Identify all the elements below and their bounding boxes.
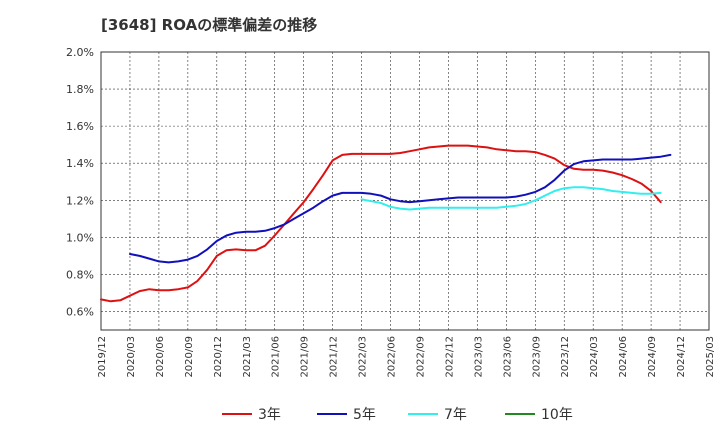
legend-label: 10年 [541,407,573,423]
series-lines [100,144,672,303]
x-tick-label: 2024/03 [589,336,600,378]
chart-title: [3648] ROAの標準偏差の推移 [101,16,318,34]
series-line [360,186,662,211]
legend-label: 7年 [444,407,467,423]
y-tick-label: 1.6% [66,120,94,133]
legend-label: 5年 [353,407,376,423]
x-tick-label: 2024/12 [676,336,687,378]
x-axis-ticks: 2019/12 2020/03 2020/06 2020/09 2020/12 2021/… [97,336,716,378]
y-axis-ticks: 0.6% 0.8% 1.0% 1.2% 1.4% 1.6% 1.8% 2.0% [66,46,94,318]
y-tick-label: 1.8% [66,83,94,96]
x-tick-label: 2021/09 [300,336,311,378]
x-tick-label: 2020/12 [213,336,224,378]
legend: 3年 5年 7年 10年 [222,407,573,423]
x-tick-label: 2023/03 [473,336,484,378]
x-tick-label: 2019/12 [97,336,108,378]
x-tick-label: 2021/06 [271,336,282,378]
y-tick-label: 0.6% [66,305,94,318]
x-tick-label: 2023/09 [531,336,542,378]
y-tick-label: 0.8% [66,268,94,281]
grid-lines [101,52,709,330]
x-tick-label: 2021/12 [329,336,340,378]
y-tick-label: 1.2% [66,194,94,207]
y-tick-label: 2.0% [66,46,94,59]
x-tick-label: 2023/12 [560,336,571,378]
y-tick-label: 1.0% [66,231,94,244]
x-tick-label: 2020/06 [155,336,166,378]
x-tick-label: 2024/06 [618,336,629,378]
x-tick-label: 2022/06 [387,336,398,378]
x-tick-label: 2022/09 [415,336,426,378]
series-line [100,144,662,303]
x-tick-label: 2022/03 [358,336,369,378]
x-tick-label: 2021/03 [242,336,253,378]
x-tick-label: 2020/09 [184,336,195,378]
x-tick-label: 2022/12 [444,336,455,378]
x-tick-label: 2023/06 [502,336,513,378]
x-tick-label: 2020/03 [126,336,137,378]
x-tick-label: 2025/03 [705,336,716,378]
x-tick-label: 2024/09 [647,336,658,378]
series-line [129,153,672,264]
legend-label: 3年 [258,407,281,423]
y-tick-label: 1.4% [66,157,94,170]
